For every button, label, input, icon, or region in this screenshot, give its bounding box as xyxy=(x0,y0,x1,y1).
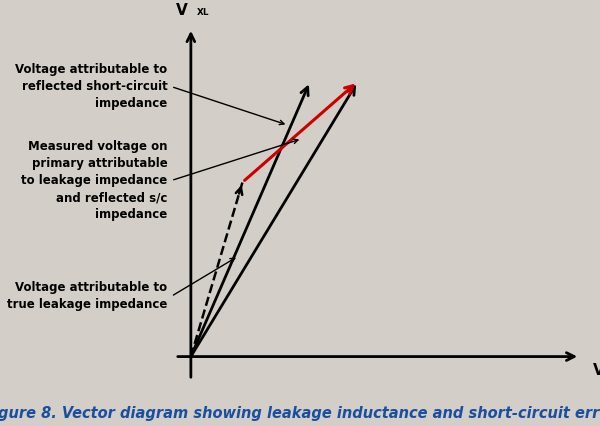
Text: $\mathbf{V}$: $\mathbf{V}$ xyxy=(175,2,189,18)
Text: Voltage attributable to
reflected short-circuit
impedance: Voltage attributable to reflected short-… xyxy=(16,63,167,110)
Text: $\mathbf{V}$: $\mathbf{V}$ xyxy=(592,362,600,378)
Text: Voltage attributable to
true leakage impedance: Voltage attributable to true leakage imp… xyxy=(7,282,167,311)
Text: Measured voltage on
primary attributable
to leakage impedance
and reflected s/c
: Measured voltage on primary attributable… xyxy=(22,140,167,221)
Text: Figure 8. Vector diagram showing leakage inductance and short-circuit error: Figure 8. Vector diagram showing leakage… xyxy=(0,406,600,421)
Text: $\mathbf{_{XL}}$: $\mathbf{_{XL}}$ xyxy=(196,5,210,18)
